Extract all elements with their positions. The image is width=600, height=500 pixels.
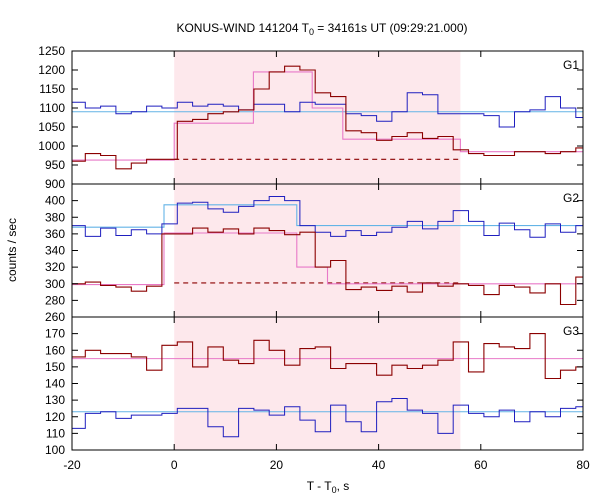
panel-1-y-tick-label: 1200 <box>38 63 65 77</box>
panel-2-y-tick-label: 280 <box>45 293 65 307</box>
panel-3-y-tick-label: 160 <box>45 343 65 357</box>
panel-3-y-tick-label: 120 <box>45 410 65 424</box>
panel-3-shaded-interval <box>174 317 461 450</box>
panel-1-label: G1 <box>563 58 579 72</box>
panel-3-y-tick-label: 100 <box>45 443 65 457</box>
x-tick-label: 20 <box>270 458 284 472</box>
panel-2-y-tick-label: 260 <box>45 310 65 324</box>
panel-2-y-tick-label: 380 <box>45 210 65 224</box>
panel-1-pink-binned-curve <box>72 71 583 161</box>
panel-1-red-series <box>72 65 583 170</box>
panel-1-y-tick-label: 1050 <box>38 120 65 134</box>
panel-3-y-tick-label: 140 <box>45 377 65 391</box>
panel-2-y-tick-label: 400 <box>45 194 65 208</box>
panel-2-y-tick-label: 320 <box>45 260 65 274</box>
panel-2-y-tick-label: 360 <box>45 227 65 241</box>
panel-2-red-series <box>72 227 583 306</box>
panel-3-label: G3 <box>563 324 579 338</box>
panel-3-y-tick-label: 110 <box>46 426 65 440</box>
panel-3-y-tick-label: 150 <box>45 360 65 374</box>
panel-2-y-tick-label: 300 <box>45 277 65 291</box>
x-tick-label: -20 <box>63 458 81 472</box>
frame-layer <box>71 50 584 451</box>
panel-2-shaded-interval <box>174 184 461 317</box>
panel-1-y-tick-label: 950 <box>45 158 65 172</box>
panel-3-red-series <box>72 333 583 380</box>
y-axis-title: counts / sec <box>5 218 19 282</box>
panel-1-y-tick-label: 1250 <box>38 44 65 58</box>
text-layer: KONUS-WIND 141204 T0 = 34161s UT (09:29:… <box>5 21 590 495</box>
panel-1-blue-series <box>72 92 583 128</box>
panel-1-y-tick-label: 1000 <box>38 139 65 153</box>
x-tick-label: 60 <box>474 458 488 472</box>
panel-3-y-tick-label: 170 <box>45 327 65 341</box>
x-tick-label: 40 <box>372 458 386 472</box>
panel-2-blue-series <box>72 196 583 238</box>
chart-title: KONUS-WIND 141204 T0 = 34161s UT (09:29:… <box>176 21 467 37</box>
x-tick-label: 0 <box>171 458 178 472</box>
panel-2-cyan-binned-curve <box>72 204 583 228</box>
panel-2-pink-binned-curve <box>72 232 583 286</box>
panel-2-y-tick-label: 340 <box>45 244 65 258</box>
panel-1-shaded-interval <box>174 51 461 184</box>
panel-1-y-tick-label: 1100 <box>39 101 65 115</box>
panel-1-y-tick-label: 1150 <box>39 82 65 96</box>
panel-1-y-tick-label: 900 <box>45 177 65 191</box>
x-axis-title: T - T0, s <box>307 479 350 495</box>
data-layer <box>72 65 583 438</box>
shaded-region-layer <box>174 51 461 450</box>
x-tick-label: 80 <box>576 458 590 472</box>
panel-2-label: G2 <box>563 191 579 205</box>
panel-3-y-tick-label: 130 <box>45 393 65 407</box>
panel-3-blue-series <box>72 398 583 438</box>
